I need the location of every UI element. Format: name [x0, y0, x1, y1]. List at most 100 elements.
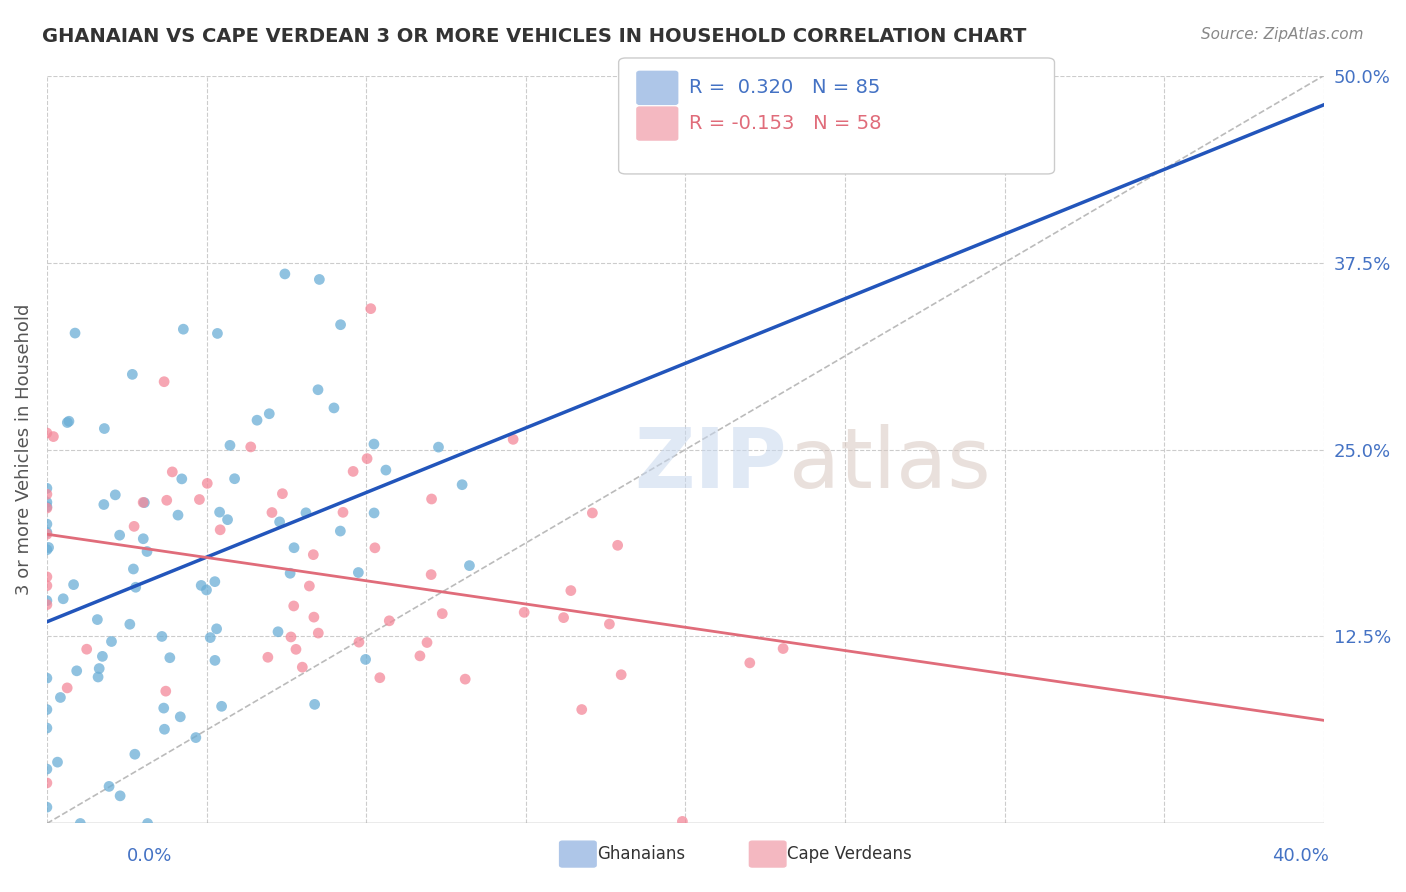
- Point: [35, 598, 58, 612]
- Point: [156, 493, 179, 508]
- Point: [204, 653, 226, 667]
- Point: [356, 451, 378, 466]
- Point: [260, 506, 283, 520]
- Point: [211, 699, 233, 714]
- Point: [257, 650, 280, 665]
- Text: 0.0%: 0.0%: [127, 847, 172, 865]
- Point: [332, 505, 354, 519]
- Point: [35, 487, 58, 501]
- Point: [35, 570, 58, 584]
- Text: GHANAIAN VS CAPE VERDEAN 3 OR MORE VEHICLES IN HOUSEHOLD CORRELATION CHART: GHANAIAN VS CAPE VERDEAN 3 OR MORE VEHIC…: [42, 27, 1026, 45]
- Point: [56, 681, 79, 695]
- Point: [162, 465, 184, 479]
- Text: Source: ZipAtlas.com: Source: ZipAtlas.com: [1201, 27, 1364, 42]
- Point: [513, 606, 536, 620]
- Point: [451, 477, 474, 491]
- Point: [224, 472, 246, 486]
- Point: [100, 634, 122, 648]
- Point: [46, 755, 69, 769]
- Point: [121, 368, 143, 382]
- Point: [58, 414, 80, 428]
- Point: [136, 816, 159, 830]
- Point: [610, 667, 633, 681]
- Point: [35, 579, 58, 593]
- Point: [118, 617, 141, 632]
- Point: [124, 747, 146, 762]
- Point: [378, 614, 401, 628]
- Point: [454, 672, 477, 686]
- Point: [304, 698, 326, 712]
- Point: [342, 464, 364, 478]
- Point: [200, 631, 222, 645]
- Point: [87, 670, 110, 684]
- Point: [93, 421, 115, 435]
- Point: [150, 630, 173, 644]
- Point: [132, 532, 155, 546]
- Point: [432, 607, 454, 621]
- Point: [598, 617, 620, 632]
- Point: [35, 702, 58, 716]
- Point: [271, 486, 294, 500]
- Point: [49, 690, 72, 705]
- Point: [86, 613, 108, 627]
- Point: [35, 671, 58, 685]
- Point: [738, 656, 761, 670]
- Point: [205, 622, 228, 636]
- Point: [329, 524, 352, 538]
- Point: [108, 528, 131, 542]
- Text: R =  0.320   N = 85: R = 0.320 N = 85: [689, 78, 880, 97]
- Point: [204, 574, 226, 589]
- Point: [76, 642, 98, 657]
- Point: [368, 671, 391, 685]
- Point: [347, 635, 370, 649]
- Point: [302, 610, 325, 624]
- Point: [502, 433, 524, 447]
- Point: [606, 538, 628, 552]
- Point: [409, 648, 432, 663]
- Point: [329, 318, 352, 332]
- Point: [291, 660, 314, 674]
- Point: [134, 495, 156, 509]
- Point: [209, 523, 232, 537]
- Point: [172, 322, 194, 336]
- Point: [772, 641, 794, 656]
- Point: [363, 506, 385, 520]
- Point: [278, 566, 301, 581]
- Point: [323, 401, 346, 415]
- Point: [560, 583, 582, 598]
- Point: [35, 501, 58, 516]
- Point: [35, 762, 58, 776]
- Point: [374, 463, 396, 477]
- Point: [416, 635, 439, 649]
- Point: [122, 519, 145, 533]
- Point: [553, 610, 575, 624]
- Point: [125, 580, 148, 594]
- Point: [42, 429, 65, 443]
- Point: [93, 498, 115, 512]
- Point: [184, 731, 207, 745]
- Point: [62, 577, 84, 591]
- Point: [363, 437, 385, 451]
- Point: [269, 515, 291, 529]
- Point: [274, 267, 297, 281]
- Point: [307, 626, 329, 640]
- Point: [267, 624, 290, 639]
- Point: [217, 513, 239, 527]
- Point: [298, 579, 321, 593]
- Point: [170, 472, 193, 486]
- Point: [246, 413, 269, 427]
- Point: [302, 548, 325, 562]
- Point: [98, 780, 121, 794]
- Point: [122, 562, 145, 576]
- Point: [347, 566, 370, 580]
- Point: [308, 272, 330, 286]
- Point: [195, 582, 218, 597]
- Point: [91, 649, 114, 664]
- Point: [364, 541, 387, 555]
- Y-axis label: 3 or more Vehicles in Household: 3 or more Vehicles in Household: [15, 304, 32, 595]
- Point: [571, 702, 593, 716]
- Point: [153, 723, 176, 737]
- Point: [239, 440, 262, 454]
- Point: [360, 301, 382, 316]
- Text: atlas: atlas: [789, 424, 991, 505]
